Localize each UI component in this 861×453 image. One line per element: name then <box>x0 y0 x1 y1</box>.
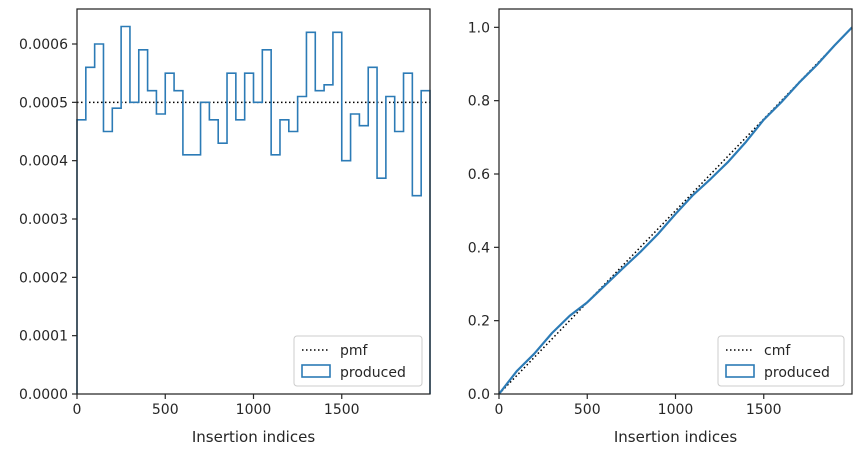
x-axis-label: Insertion indices <box>192 428 315 446</box>
y-tick-label: 1.0 <box>468 20 490 36</box>
produced-histogram-step <box>76 25 431 394</box>
x-tick-label: 0 <box>495 402 504 418</box>
x-tick-label: 1500 <box>324 402 360 418</box>
legend-box <box>717 335 845 387</box>
cmf-line-panel: 0 500 1000 1500 0.0 0.2 0.4 0.6 0.8 1.0 Insertion … <box>468 8 853 446</box>
y-tick-label: 0.0006 <box>19 37 68 53</box>
legend-reference-label: pmf <box>340 343 369 359</box>
x-tick-label: 500 <box>574 402 601 418</box>
y-tick-label: 0.0005 <box>19 95 68 111</box>
pmf-histogram-panel: 0 500 1000 1500 0.0000 0.0001 0.0002 0.0003 0.00… <box>19 8 431 446</box>
x-tick-label: 1500 <box>746 402 782 418</box>
y-tick-label: 0.0002 <box>19 270 68 286</box>
y-tick-label: 0.0001 <box>19 329 68 345</box>
y-tick-label: 0.0004 <box>19 154 68 170</box>
x-tick-label: 1000 <box>658 402 694 418</box>
y-tick-label: 0.0 <box>468 387 490 403</box>
x-axis-label: Insertion indices <box>614 428 737 446</box>
legend-produced-swatch <box>301 364 331 378</box>
x-tick-label: 500 <box>152 402 179 418</box>
x-tick-label: 0 <box>73 402 82 418</box>
legend-produced-label: produced <box>340 365 406 381</box>
y-tick-label: 0.8 <box>468 94 490 110</box>
y-tick-label: 0.2 <box>468 314 490 330</box>
legend-reference-label: cmf <box>764 343 791 359</box>
y-tick-label: 0.0003 <box>19 212 68 228</box>
y-tick-label: 0.6 <box>468 167 490 183</box>
y-tick-label: 0.4 <box>468 240 490 256</box>
produced-cmf-line <box>498 26 853 395</box>
legend: cmf produced <box>717 335 845 387</box>
legend-produced-swatch <box>725 364 755 378</box>
x-tick-label: 1000 <box>236 402 272 418</box>
legend-produced-label: produced <box>764 365 830 381</box>
y-tick-label: 0.0000 <box>19 387 68 403</box>
legend: pmf produced <box>293 335 423 387</box>
legend-box <box>293 335 423 387</box>
